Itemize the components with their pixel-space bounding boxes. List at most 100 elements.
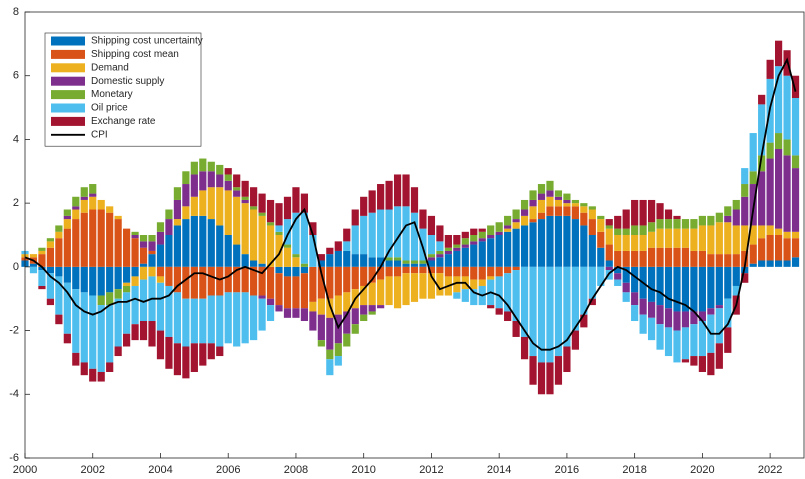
bar [224, 180, 232, 191]
bar [216, 295, 224, 347]
bar [393, 276, 402, 309]
bar [233, 244, 241, 267]
plot-frame [24, 11, 805, 459]
bar [427, 260, 436, 267]
bar [165, 266, 173, 286]
bar [436, 257, 444, 267]
bar [368, 282, 376, 306]
bar [707, 215, 715, 226]
bar [631, 225, 639, 235]
bar [647, 231, 656, 248]
bar [283, 266, 292, 277]
bar [410, 260, 419, 264]
bar [791, 238, 800, 258]
bar [224, 235, 232, 267]
bar [554, 199, 563, 207]
bar [427, 215, 436, 235]
bar [554, 206, 563, 216]
bar [715, 222, 723, 255]
bar [774, 235, 783, 261]
legend-label: Shipping cost mean [91, 49, 179, 60]
bar [597, 215, 605, 220]
bar [89, 266, 97, 296]
bar [63, 333, 71, 344]
bar [334, 295, 342, 315]
bar [681, 228, 690, 248]
bar [724, 298, 732, 328]
bar [766, 260, 774, 267]
bar [326, 298, 334, 318]
bar [487, 238, 495, 267]
bar [233, 292, 241, 347]
bar [444, 266, 452, 277]
bar [563, 266, 571, 347]
bar [190, 343, 198, 372]
bar [622, 209, 630, 229]
bar [275, 235, 283, 267]
bar [173, 199, 182, 220]
x-tick-label: 2012 [419, 464, 443, 476]
bar [139, 235, 148, 242]
bar [546, 362, 554, 395]
bar [97, 305, 105, 372]
x-tick-label: 2018 [622, 464, 646, 476]
bar [393, 260, 402, 267]
bar [292, 257, 300, 267]
bar [97, 266, 105, 296]
bar [97, 199, 105, 210]
bar [190, 298, 198, 344]
bar [673, 266, 681, 312]
bar [300, 266, 309, 274]
bar [647, 222, 656, 232]
bar [182, 184, 190, 207]
bar [487, 266, 495, 277]
bar [46, 241, 55, 248]
bar [698, 356, 706, 372]
bar [698, 266, 706, 312]
bar [766, 142, 774, 159]
bar [283, 244, 292, 248]
bar [478, 279, 486, 286]
bar [131, 266, 139, 277]
bar [690, 324, 698, 357]
legend-label: Monetary [91, 89, 133, 100]
bar [326, 317, 334, 350]
bar [580, 314, 588, 328]
bar [724, 222, 732, 255]
bar [427, 273, 436, 299]
bar [656, 203, 664, 220]
bar [275, 266, 283, 274]
bar [571, 199, 579, 204]
bar [266, 266, 275, 299]
bar [427, 266, 436, 274]
bar [631, 250, 639, 267]
bar [326, 254, 334, 267]
bar [537, 362, 546, 395]
bar [512, 266, 520, 271]
bar [300, 308, 309, 322]
bar [783, 139, 791, 156]
bar [419, 260, 427, 264]
bar [766, 59, 774, 79]
bar [199, 266, 207, 299]
bar [190, 215, 198, 267]
bar [360, 196, 368, 216]
bar [504, 273, 512, 312]
bar [241, 203, 249, 255]
bar [664, 219, 673, 229]
bar [156, 222, 165, 232]
bar [690, 356, 698, 366]
bar [546, 206, 554, 216]
bar [182, 219, 190, 267]
bar [749, 171, 757, 185]
bar [377, 209, 385, 258]
bar [148, 321, 156, 347]
bar [504, 231, 512, 267]
bar [250, 266, 258, 296]
bar [139, 247, 148, 264]
bar [351, 225, 359, 255]
bar [360, 314, 368, 322]
bar [283, 276, 292, 309]
bar [673, 228, 681, 248]
bar [224, 292, 232, 344]
